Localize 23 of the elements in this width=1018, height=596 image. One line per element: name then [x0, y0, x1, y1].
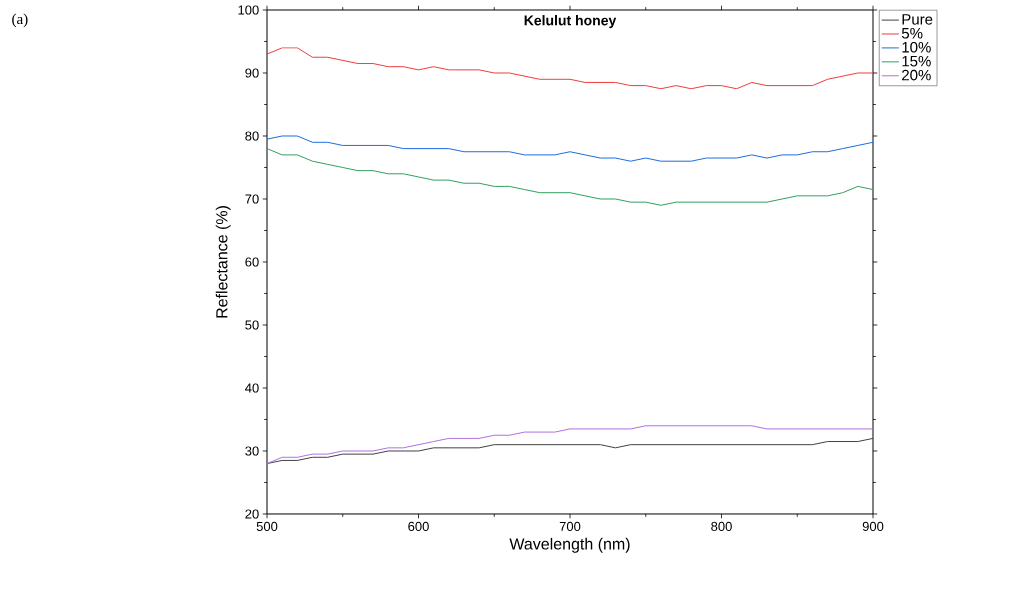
y-axis-title: Reflectance (%): [215, 206, 231, 318]
x-tick-label: 900: [862, 521, 884, 531]
y-tick-label: 30: [245, 446, 259, 456]
legend-label: 10%: [902, 41, 931, 53]
x-axis-title: Wavelength (nm): [509, 537, 630, 553]
chart-title: Kelulut honey: [524, 15, 617, 29]
x-tick-label: 700: [559, 521, 581, 531]
x-tick-label: 800: [711, 521, 732, 531]
y-tick-label: 80: [245, 131, 259, 141]
y-tick-label: 90: [245, 68, 259, 78]
x-tick-label: 600: [408, 521, 429, 531]
y-tick-label: 50: [245, 320, 259, 330]
y-tick-label: 40: [245, 383, 259, 393]
y-tick-label: 20: [245, 509, 259, 519]
y-tick-label: 70: [245, 194, 259, 204]
text: (a): [12, 13, 28, 28]
legend-label: Pure: [902, 14, 933, 25]
legend-label: 5%: [901, 28, 923, 39]
x-tick-label: 500: [256, 521, 278, 531]
y-tick-label: 100: [238, 5, 259, 15]
y-tick-label: 60: [245, 257, 259, 267]
legend-label: 20%: [902, 69, 931, 81]
legend-label: 15%: [902, 55, 931, 67]
